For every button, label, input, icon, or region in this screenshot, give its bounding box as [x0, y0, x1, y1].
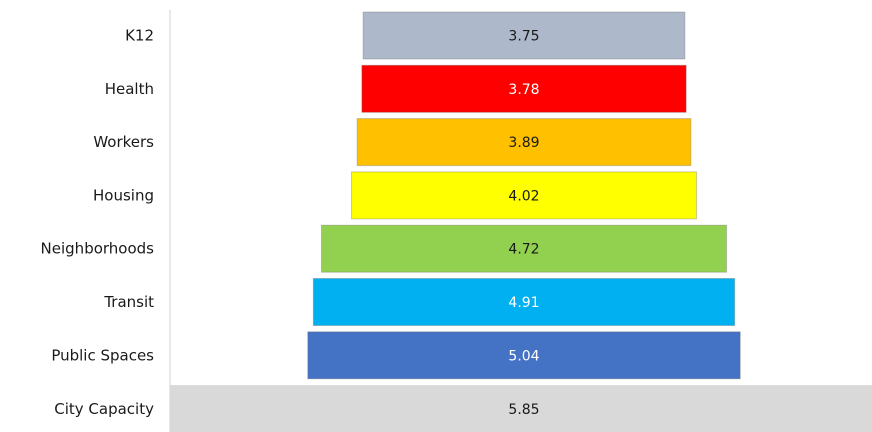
bar-workers [356, 118, 692, 167]
category-label-city-capacity: City Capacity [54, 400, 154, 418]
bar-city-capacity [170, 385, 872, 432]
category-label-public-spaces: Public Spaces [51, 346, 154, 364]
value-label-k12: 3.75 [508, 29, 539, 45]
value-label-public-spaces: 5.04 [508, 348, 539, 364]
value-label-workers: 3.89 [508, 135, 539, 151]
category-label-transit: Transit [103, 293, 154, 311]
category-label-k12: K12 [125, 27, 154, 45]
category-label-neighborhoods: Neighborhoods [41, 240, 155, 258]
bar-health [361, 64, 687, 113]
value-label-transit: 4.91 [508, 295, 539, 311]
bar-public-spaces [307, 331, 741, 380]
value-label-neighborhoods: 4.72 [508, 242, 539, 258]
category-label-health: Health [105, 80, 154, 98]
bar-housing [351, 171, 697, 220]
category-label-housing: Housing [93, 186, 154, 204]
bar-k12 [362, 11, 686, 60]
bar-neighborhoods [321, 224, 727, 273]
bar-transit [312, 278, 736, 326]
category-label-workers: Workers [93, 133, 154, 151]
value-label-city-capacity: 5.85 [508, 402, 539, 418]
value-label-health: 3.78 [508, 82, 539, 98]
value-label-housing: 4.02 [508, 188, 539, 204]
